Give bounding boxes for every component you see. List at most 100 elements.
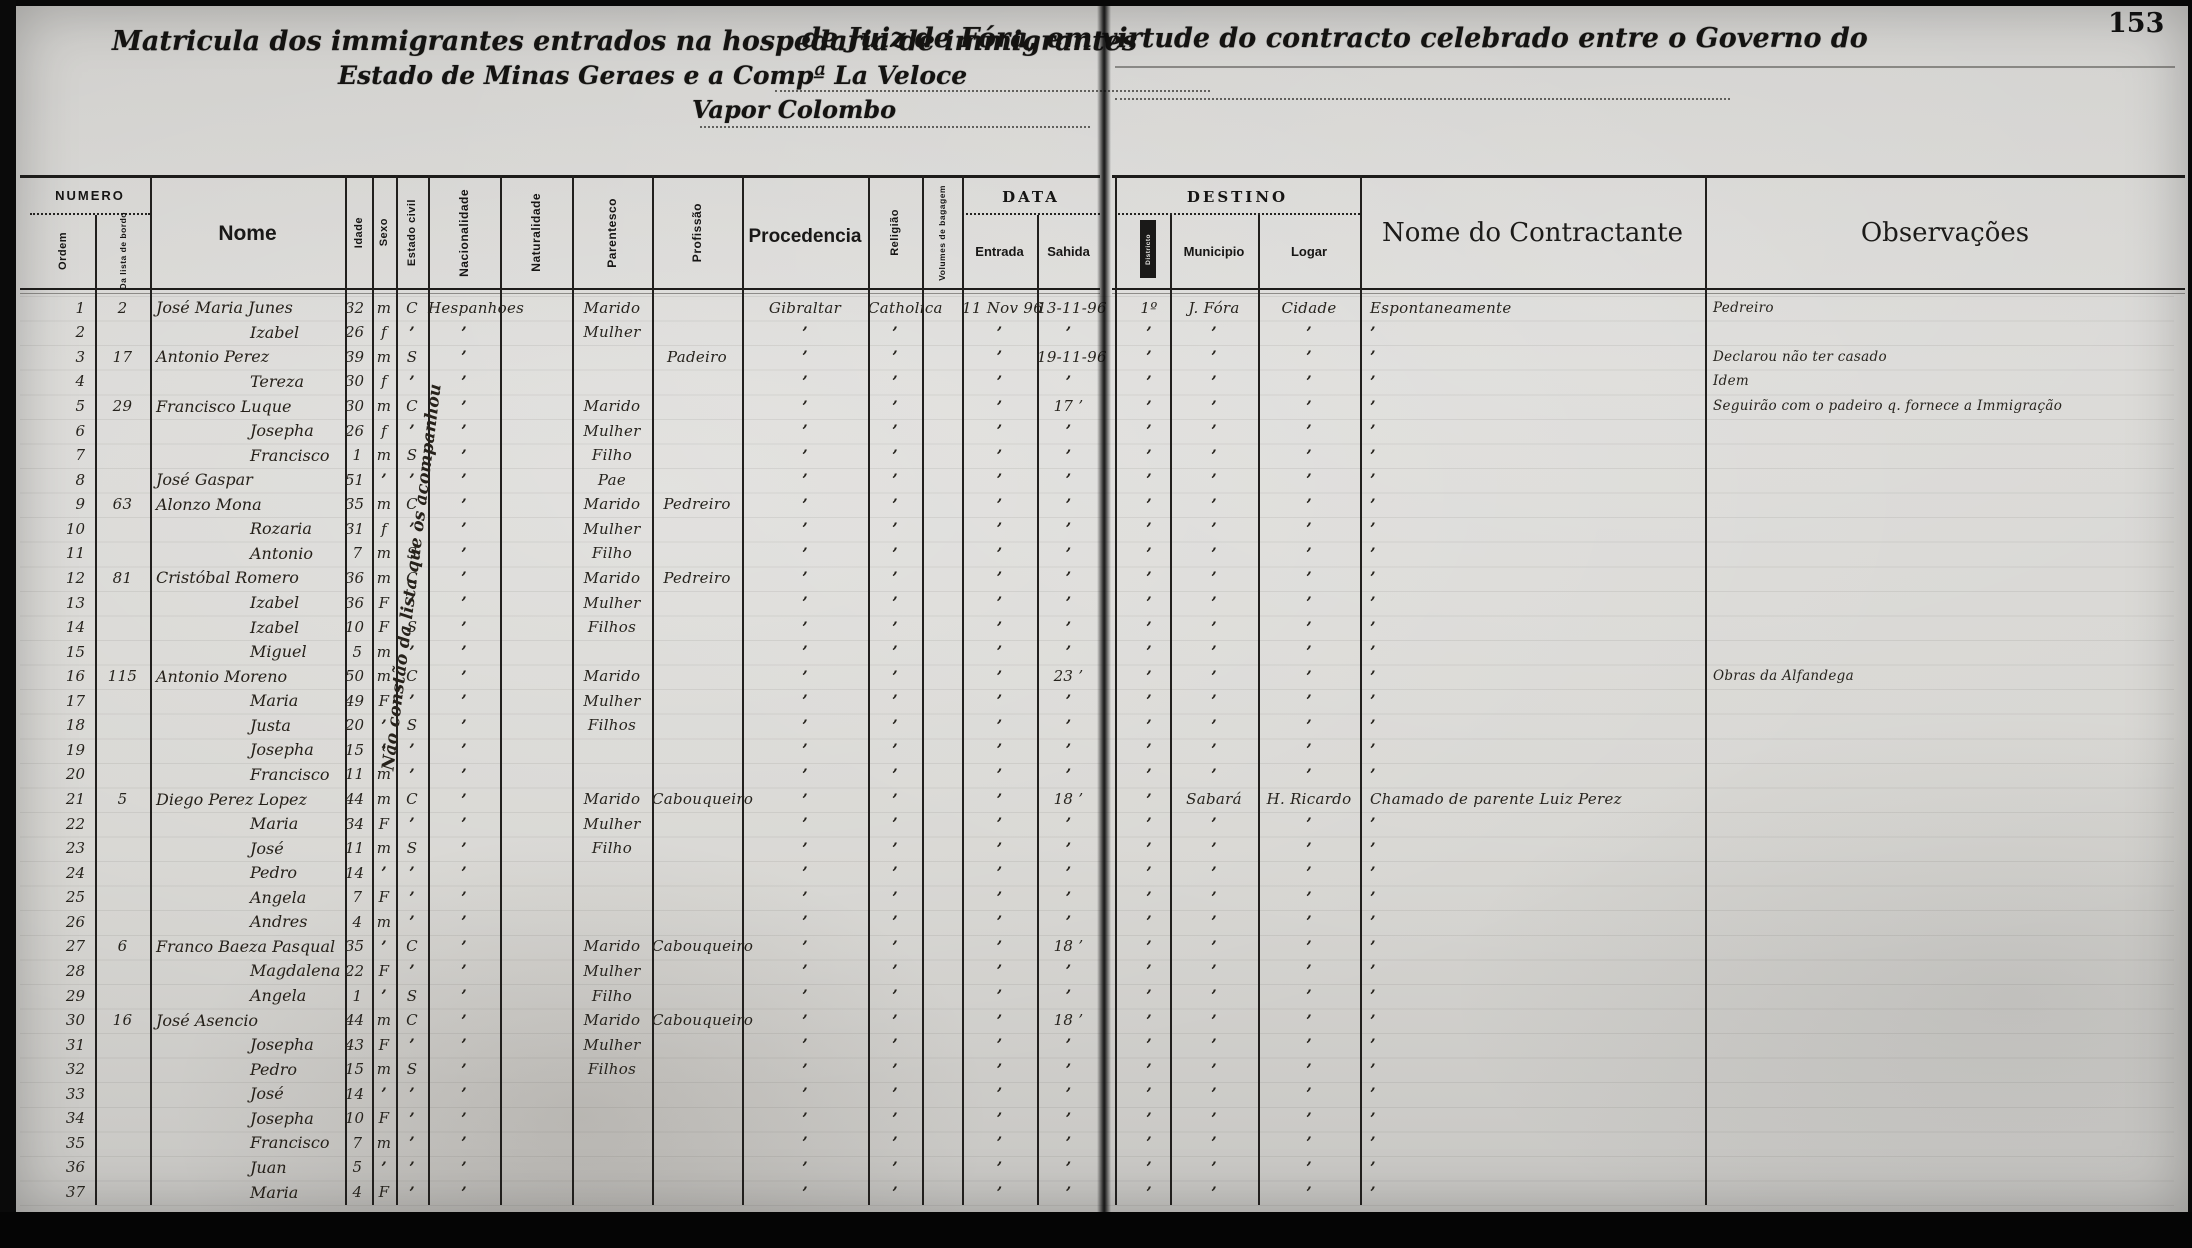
cell-districto: ’ xyxy=(1146,494,1152,514)
cell-estado: C xyxy=(406,495,418,514)
col-rule xyxy=(95,215,97,1205)
cell-ordem: 20 xyxy=(65,765,85,784)
cell-idade: 39 xyxy=(345,347,365,366)
cell-idade: 14 xyxy=(345,1084,365,1103)
cell-lista: 29 xyxy=(112,397,133,416)
cell-parentesco: Marido xyxy=(583,937,641,956)
cell-religiao: ’ xyxy=(892,1010,898,1030)
cell-nome: Pedro xyxy=(250,863,298,883)
cell-entrada: ’ xyxy=(996,1084,1003,1104)
cell-ordem: 3 xyxy=(75,347,85,366)
cell-religiao: ’ xyxy=(892,1182,898,1202)
cell-nome: José Asencio xyxy=(156,1010,259,1030)
cell-parentesco: Filhos xyxy=(587,716,637,735)
cell-contractante: ’ xyxy=(1370,838,1376,858)
cell-lista: 17 xyxy=(112,347,133,366)
cell-sexo: m xyxy=(376,347,392,366)
cell-procedencia: ’ xyxy=(802,715,808,735)
cell-procedencia: ’ xyxy=(802,1108,808,1128)
cell-logar: ’ xyxy=(1306,617,1312,637)
cell-idade: 44 xyxy=(345,790,365,809)
cell-estado: C xyxy=(406,568,418,587)
cell-municipio: ’ xyxy=(1211,887,1217,907)
cell-procedencia: ’ xyxy=(802,1084,808,1104)
cell-procedencia: ’ xyxy=(802,642,808,662)
cell-contractante: ’ xyxy=(1370,986,1376,1006)
cell-ordem: 16 xyxy=(65,667,85,686)
cell-nacionalidade: ’ xyxy=(461,814,467,834)
cell-religiao: ’ xyxy=(892,396,898,416)
cell-municipio: ’ xyxy=(1211,494,1217,514)
cell-parentesco: Mulher xyxy=(583,421,641,440)
cell-nome: Juan xyxy=(250,1157,287,1177)
cell-ordem: 7 xyxy=(75,446,85,465)
header-municipio: Municipio xyxy=(1183,244,1245,259)
cell-idade: 30 xyxy=(345,397,365,416)
cell-nome: Miguel xyxy=(250,642,307,662)
cell-nacionalidade: ’ xyxy=(461,642,467,662)
cell-ordem: 15 xyxy=(65,642,85,661)
cell-logar: ’ xyxy=(1306,494,1312,514)
cell-procedencia: ’ xyxy=(802,371,808,391)
cell-contractante: ’ xyxy=(1370,1182,1376,1202)
cell-sexo: m xyxy=(376,1011,392,1030)
cell-estado: S xyxy=(406,986,418,1005)
header-profissao-label: Profissão xyxy=(690,202,704,263)
cell-sahida: ’ xyxy=(1065,838,1072,858)
cell-procedencia: ’ xyxy=(802,887,808,907)
cell-municipio: ’ xyxy=(1211,666,1217,686)
cell-religiao: ’ xyxy=(892,936,898,956)
cell-entrada: ’ xyxy=(996,1108,1003,1128)
cell-religiao: ’ xyxy=(892,371,898,391)
cell-contractante: ’ xyxy=(1370,1108,1376,1128)
cell-idade: 44 xyxy=(345,1011,365,1030)
cell-districto: ’ xyxy=(1146,1133,1152,1153)
cell-idade: 11 xyxy=(345,839,365,858)
cell-procedencia: ’ xyxy=(802,396,808,416)
cell-districto: ’ xyxy=(1146,568,1152,588)
cell-procedencia: ’ xyxy=(802,863,808,883)
cell-estado: ’ xyxy=(409,519,415,539)
cell-sexo: f xyxy=(381,519,387,538)
cell-sahida: ’ xyxy=(1065,593,1072,613)
cell-logar: ’ xyxy=(1306,740,1312,760)
cell-districto: ’ xyxy=(1146,322,1152,342)
cell-municipio: ’ xyxy=(1211,936,1217,956)
cell-sahida: ’ xyxy=(1065,445,1072,465)
cell-idade: 10 xyxy=(345,1109,365,1128)
header-nacionalidade: Nacionalidade xyxy=(428,180,500,285)
cell-nacionalidade: ’ xyxy=(461,1157,467,1177)
cell-religiao: ’ xyxy=(892,887,898,907)
cell-contractante: ’ xyxy=(1370,1035,1376,1055)
cell-observacoes: Pedreiro xyxy=(1713,299,1774,316)
cell-sexo: m xyxy=(376,839,392,858)
cell-ordem: 2 xyxy=(75,323,85,342)
cell-estado: ’ xyxy=(409,421,415,441)
cell-ordem: 13 xyxy=(65,593,85,612)
cell-estado: ’ xyxy=(409,887,415,907)
cell-nacionalidade: ’ xyxy=(461,961,467,981)
cell-nacionalidade: ’ xyxy=(461,1035,467,1055)
cell-entrada: ’ xyxy=(996,642,1003,662)
header-sahida: Sahida xyxy=(1047,244,1090,259)
cell-municipio: ’ xyxy=(1211,961,1217,981)
cell-nacionalidade: Hespanhoes xyxy=(428,298,525,317)
cell-municipio: ’ xyxy=(1211,519,1217,539)
cell-entrada: ’ xyxy=(996,715,1003,735)
cell-districto: ’ xyxy=(1146,445,1152,465)
cell-logar: ’ xyxy=(1306,593,1312,613)
col-rule xyxy=(500,175,502,1205)
cell-municipio: Sabará xyxy=(1186,790,1242,809)
cell-lista: 63 xyxy=(112,495,133,514)
cell-procedencia: ’ xyxy=(802,814,808,834)
cell-municipio: ’ xyxy=(1211,617,1217,637)
col-rule xyxy=(1037,215,1039,1205)
cell-religiao: ’ xyxy=(892,666,898,686)
cell-sahida: ’ xyxy=(1065,642,1072,662)
cell-nome: Josepha xyxy=(250,1035,314,1055)
cell-contractante: ’ xyxy=(1370,863,1376,883)
cell-religiao: ’ xyxy=(892,494,898,514)
cell-nome: Pedro xyxy=(250,1059,298,1079)
cell-estado: ’ xyxy=(409,371,415,391)
